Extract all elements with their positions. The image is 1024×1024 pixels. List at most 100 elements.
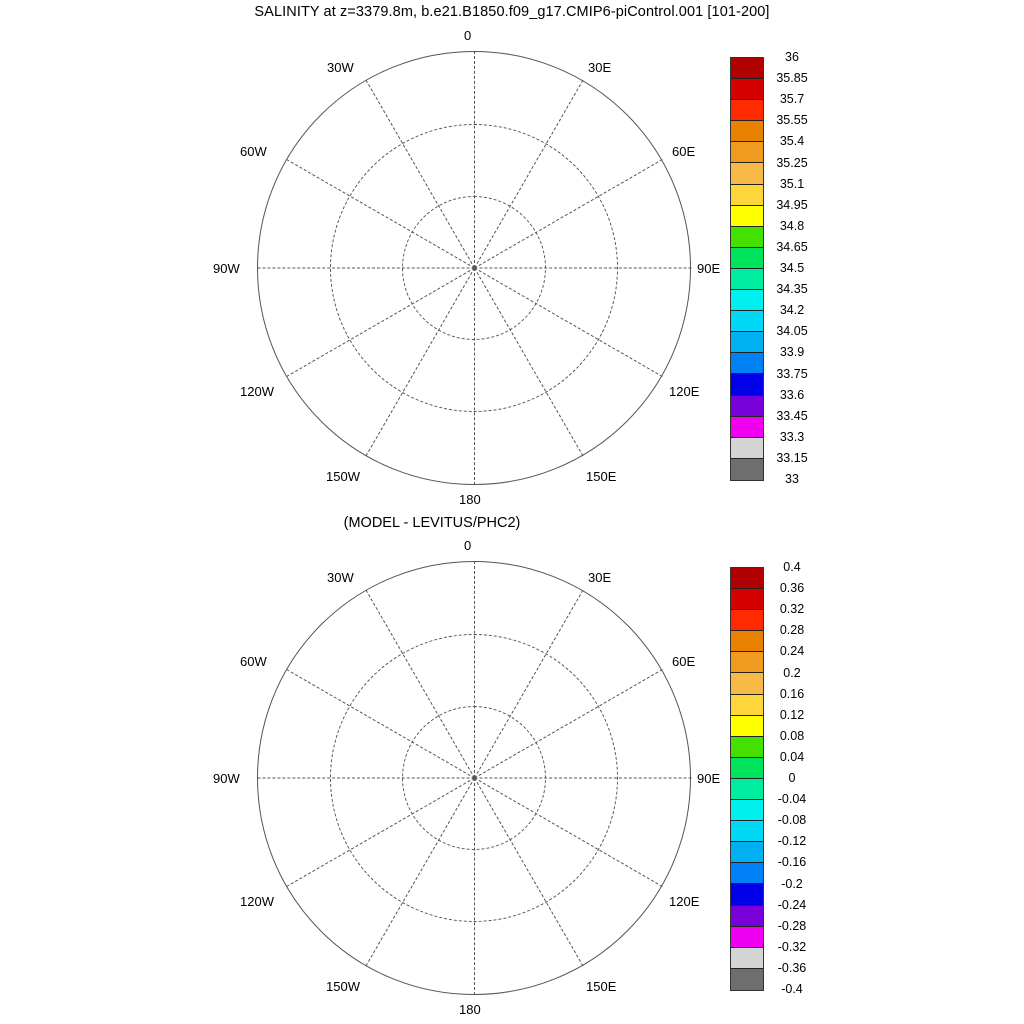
colorbar-swatch[interactable] xyxy=(731,905,763,927)
colorbar-swatch[interactable] xyxy=(731,226,763,248)
colorbar-swatch[interactable] xyxy=(731,458,763,480)
colorbar-swatch[interactable] xyxy=(731,163,763,185)
bottom-lon-label-120w: 120W xyxy=(240,894,274,909)
colorbar-swatch[interactable] xyxy=(731,821,763,843)
colorbar-swatch[interactable] xyxy=(731,353,763,375)
colorbar-tick-label: -0.12 xyxy=(777,834,807,849)
colorbar-tick-label: 34.65 xyxy=(776,239,808,254)
colorbar-swatch[interactable] xyxy=(731,332,763,354)
top-lon-label-120e: 120E xyxy=(669,384,700,399)
bottom-lon-label-60w: 60W xyxy=(240,654,267,669)
colorbar-swatch[interactable] xyxy=(731,842,763,864)
top-map-panel: 0 30E 60E 90E 120E 150E 180 150W 120W 90… xyxy=(213,28,808,507)
colorbar-swatch[interactable] xyxy=(731,715,763,737)
top-lon-label-120w: 120W xyxy=(240,384,274,399)
top-lon-label-90w: 90W xyxy=(213,261,240,276)
colorbar-swatch[interactable] xyxy=(731,694,763,716)
colorbar-tick-label: -0.2 xyxy=(781,876,803,891)
colorbar-swatch[interactable] xyxy=(731,610,763,632)
top-lon-label-30w: 30W xyxy=(327,60,354,75)
top-graticule xyxy=(257,51,692,485)
colorbar-swatch[interactable] xyxy=(731,184,763,206)
colorbar-swatch[interactable] xyxy=(731,947,763,969)
colorbar-tick-label: 0.28 xyxy=(779,623,805,638)
colorbar-swatch[interactable] xyxy=(731,589,763,611)
top-lon-label-180: 180 xyxy=(459,492,481,507)
colorbar-tick-label: -0.28 xyxy=(777,918,807,933)
bottom-polar-map[interactable] xyxy=(257,561,692,995)
colorbar-tick-label: 33.75 xyxy=(776,366,808,381)
colorbar-tick-label: -0.36 xyxy=(777,960,807,975)
bottom-lon-label-150w: 150W xyxy=(326,979,360,994)
colorbar-tick-label: 33.15 xyxy=(776,450,808,465)
bottom-lon-label-150e: 150E xyxy=(586,979,617,994)
colorbar-tick-label: 0.24 xyxy=(779,644,805,659)
colorbar-swatch[interactable] xyxy=(731,800,763,822)
colorbar-tick-label: 34.05 xyxy=(776,324,808,339)
colorbar-tick-label: 36 xyxy=(785,50,799,64)
colorbar-tick-label: 0.2 xyxy=(783,665,801,680)
colorbar-swatch[interactable] xyxy=(731,100,763,122)
colorbar-tick-label: 34.2 xyxy=(779,303,805,318)
colorbar-swatch[interactable] xyxy=(731,757,763,779)
colorbar-tick-label: -0.4 xyxy=(781,982,803,996)
colorbar-swatch[interactable] xyxy=(731,58,763,80)
colorbar-swatch[interactable] xyxy=(731,311,763,333)
colorbar-swatch[interactable] xyxy=(731,395,763,417)
colorbar-tick-label: 33.9 xyxy=(779,345,805,360)
colorbar-swatch[interactable] xyxy=(731,79,763,101)
bottom-graticule xyxy=(257,561,692,995)
bottom-lon-label-120e: 120E xyxy=(669,894,700,909)
figure-subtitle: (MODEL - LEVITUS/PHC2) xyxy=(0,515,1024,531)
colorbar-swatch[interactable] xyxy=(731,926,763,948)
colorbar-tick-label: 35.25 xyxy=(776,155,808,170)
figure-subtitle-text: (MODEL - LEVITUS/PHC2) xyxy=(343,515,521,531)
colorbar-tick-label: -0.32 xyxy=(777,939,807,954)
bottom-map-panel: 0 30E 60E 90E 120E 150E 180 150W 120W 90… xyxy=(0,510,1024,1024)
top-lon-label-90e: 90E xyxy=(697,261,721,276)
colorbar-swatch[interactable] xyxy=(731,374,763,396)
colorbar-swatch[interactable] xyxy=(731,416,763,438)
colorbar-swatch[interactable] xyxy=(731,778,763,801)
colorbar-swatch[interactable] xyxy=(731,884,763,906)
top-colorbar[interactable] xyxy=(730,57,764,481)
colorbar-swatch[interactable] xyxy=(731,121,763,143)
colorbar-swatch[interactable] xyxy=(731,205,763,227)
colorbar-swatch[interactable] xyxy=(731,142,763,164)
colorbar-tick-label: 0.08 xyxy=(779,728,805,743)
colorbar-tick-label: 33.3 xyxy=(779,429,805,444)
colorbar-tick-label: 33.6 xyxy=(779,387,805,402)
bottom-colorbar[interactable] xyxy=(730,567,764,991)
colorbar-swatch[interactable] xyxy=(731,863,763,885)
colorbar-swatch[interactable] xyxy=(731,736,763,758)
colorbar-tick-label: 35.4 xyxy=(779,134,805,149)
bottom-lon-label-90e: 90E xyxy=(697,771,721,786)
top-lon-label-60w: 60W xyxy=(240,144,267,159)
colorbar-tick-label: 34.8 xyxy=(779,218,805,233)
bottom-lon-label-180: 180 xyxy=(459,1002,481,1017)
colorbar-swatch[interactable] xyxy=(731,290,763,312)
colorbar-swatch[interactable] xyxy=(731,652,763,674)
colorbar-tick-label: 0.32 xyxy=(779,602,805,617)
colorbar-swatch[interactable] xyxy=(731,247,763,269)
colorbar-swatch[interactable] xyxy=(731,568,763,590)
colorbar-tick-label: 0.04 xyxy=(779,749,805,764)
colorbar-swatch[interactable] xyxy=(731,268,763,291)
colorbar-tick-label: -0.24 xyxy=(777,897,807,912)
top-polar-map[interactable] xyxy=(257,51,692,485)
bottom-lon-label-60e: 60E xyxy=(672,654,696,669)
colorbar-swatch[interactable] xyxy=(731,968,763,990)
colorbar-tick-label: 35.85 xyxy=(776,71,808,86)
top-lon-label-0: 0 xyxy=(464,28,472,43)
colorbar-swatch[interactable] xyxy=(731,673,763,695)
top-lon-label-150w: 150W xyxy=(326,469,360,484)
colorbar-tick-label: 33.45 xyxy=(776,408,808,423)
colorbar-tick-label: 0 xyxy=(788,771,796,785)
colorbar-swatch[interactable] xyxy=(731,631,763,653)
colorbar-swatch[interactable] xyxy=(731,437,763,459)
top-lon-label-150e: 150E xyxy=(586,469,617,484)
colorbar-tick-label: 35.55 xyxy=(776,113,808,128)
colorbar-tick-label: 0.36 xyxy=(779,581,805,596)
bottom-lon-label-30e: 30E xyxy=(588,570,612,585)
